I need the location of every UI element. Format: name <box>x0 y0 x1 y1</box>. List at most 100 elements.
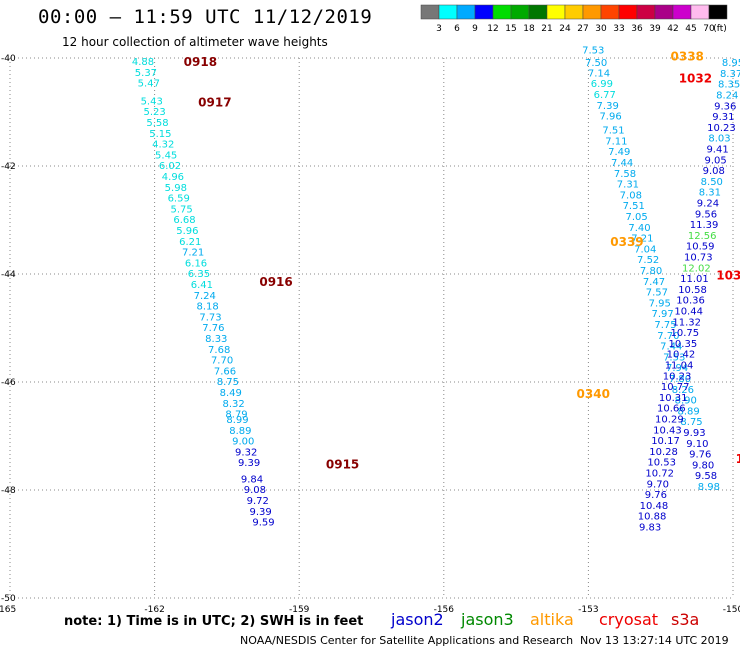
wave-height-label: 10.53 <box>647 458 676 469</box>
x-tick-label: -165 <box>0 605 16 615</box>
legend-s3a: s3a <box>671 610 699 629</box>
wave-height-label: 10.17 <box>651 436 680 447</box>
color-swatch <box>690 4 710 20</box>
wave-height-label: 7.52 <box>637 255 659 266</box>
wave-height-label: 9.80 <box>692 460 714 471</box>
wave-height-label: 7.68 <box>208 345 230 356</box>
wave-height-label: 5.43 <box>141 96 163 107</box>
wave-height-label: 9.32 <box>235 447 257 458</box>
wave-height-label: 7.94 <box>666 363 688 374</box>
wave-height-label: 10.58 <box>678 285 707 296</box>
wave-height-label: 9.10 <box>686 439 708 450</box>
x-tick-label: -159 <box>289 605 310 615</box>
color-scale-label: 3 <box>436 24 442 34</box>
wave-height-label: 7.51 <box>623 201 645 212</box>
wave-height-label: 6.99 <box>591 79 613 90</box>
wave-height-label: 10.42 <box>667 350 696 361</box>
wave-height-label: 7.76 <box>202 323 224 334</box>
wave-height-label: 10.77 <box>661 382 690 393</box>
color-scale-label: (ft) <box>713 24 727 34</box>
wave-height-label: 12.56 <box>688 231 717 242</box>
pass-time-label: 0338 <box>671 50 704 64</box>
wave-height-label: 7.97 <box>651 309 673 320</box>
wave-height-label: 10.35 <box>669 339 698 350</box>
wave-height-label: 10.23 <box>707 123 736 134</box>
color-scale-label: 21 <box>541 24 552 34</box>
wave-height-label: 6.68 <box>173 215 195 226</box>
x-tick-label: -150 <box>723 605 740 615</box>
wave-height-label: 10.88 <box>638 512 667 523</box>
wave-height-label: 8.37 <box>720 69 740 80</box>
wave-height-label: 6.02 <box>159 161 181 172</box>
wave-height-label: 10.44 <box>674 307 703 318</box>
wave-height-label: 9.41 <box>706 145 728 156</box>
color-swatch <box>438 4 458 20</box>
wave-height-label: 6.35 <box>188 269 210 280</box>
wave-height-label: 6.41 <box>191 280 213 291</box>
color-scale-label: 18 <box>523 24 535 34</box>
wave-height-label: 7.44 <box>611 158 633 169</box>
color-scale-label: 36 <box>631 24 643 34</box>
wave-height-label: 7.58 <box>614 169 636 180</box>
color-scale-label: 33 <box>613 24 624 34</box>
wave-height-label: 7.21 <box>182 248 204 259</box>
y-tick-label: -50 <box>1 594 16 604</box>
wave-height-label: 7.53 <box>582 46 604 57</box>
wave-height-label: 8.99 <box>226 415 248 426</box>
wave-height-label: 7.73 <box>199 312 221 323</box>
color-scale-label: 70 <box>703 24 715 34</box>
wave-height-label: 5.96 <box>176 226 198 237</box>
color-swatch <box>456 4 476 20</box>
pass-time-label: 0916 <box>259 275 292 289</box>
wave-height-label: 5.75 <box>170 204 192 215</box>
grid-lines <box>9 57 734 599</box>
wave-height-label: 10.31 <box>659 393 688 404</box>
wave-height-label: 8.75 <box>680 417 702 428</box>
wave-height-label: 8.89 <box>678 406 700 417</box>
color-scale-label: 39 <box>649 24 661 34</box>
wave-height-label: 7.95 <box>649 298 671 309</box>
wave-height-label: 9.08 <box>244 485 266 496</box>
wave-height-label: 10.59 <box>686 242 715 253</box>
wave-height-label: 11.39 <box>690 220 719 231</box>
wave-height-label: 6.16 <box>185 258 207 269</box>
wave-height-label: 5.23 <box>143 107 165 118</box>
wave-height-label: 9.05 <box>705 155 727 166</box>
wave-height-label: 8.49 <box>220 388 242 399</box>
wave-height-label: 7.70 <box>657 331 679 342</box>
x-tick-label: -156 <box>434 605 455 615</box>
x-tick-label: -153 <box>578 605 598 615</box>
wave-height-label: 7.49 <box>608 147 630 158</box>
wave-height-label: 7.40 <box>628 223 650 234</box>
color-swatch <box>528 4 548 20</box>
wave-height-label: 5.47 <box>138 79 160 90</box>
wave-height-label: 9.93 <box>683 428 705 439</box>
wave-height-label: 10.72 <box>645 469 674 480</box>
wave-height-label: 9.39 <box>238 458 260 469</box>
wave-height-label: 7.51 <box>602 126 624 137</box>
color-swatch <box>420 4 440 20</box>
wave-height-label: 8.18 <box>196 302 218 313</box>
wave-height-label: 7.75 <box>654 320 676 331</box>
note-text: note: 1) Time is in UTC; 2) SWH is in fe… <box>64 614 363 629</box>
wave-height-label: 7.04 <box>634 244 656 255</box>
wave-height-label: 8.75 <box>217 377 239 388</box>
wave-height-label: 10.29 <box>655 415 684 426</box>
y-tick-label: -48 <box>1 486 16 496</box>
wave-height-label: 6.59 <box>168 194 190 205</box>
wave-height-label: 9.72 <box>247 496 269 507</box>
wave-height-label: 7.39 <box>597 101 619 112</box>
color-scale-label: 42 <box>667 24 678 34</box>
wave-height-label: 8.31 <box>699 188 721 199</box>
color-scale-label: 9 <box>472 24 478 34</box>
wave-height-label: 11.32 <box>672 317 701 328</box>
color-swatch <box>474 4 494 20</box>
legend-altika: altika <box>530 610 574 629</box>
wave-height-label: 7.70 <box>211 356 233 367</box>
wave-height-label: 10.48 <box>640 501 669 512</box>
color-swatch <box>636 4 656 20</box>
color-swatch <box>564 4 584 20</box>
pass-time-label: 1032 <box>679 71 712 85</box>
wave-height-label: 9.39 <box>250 507 272 518</box>
